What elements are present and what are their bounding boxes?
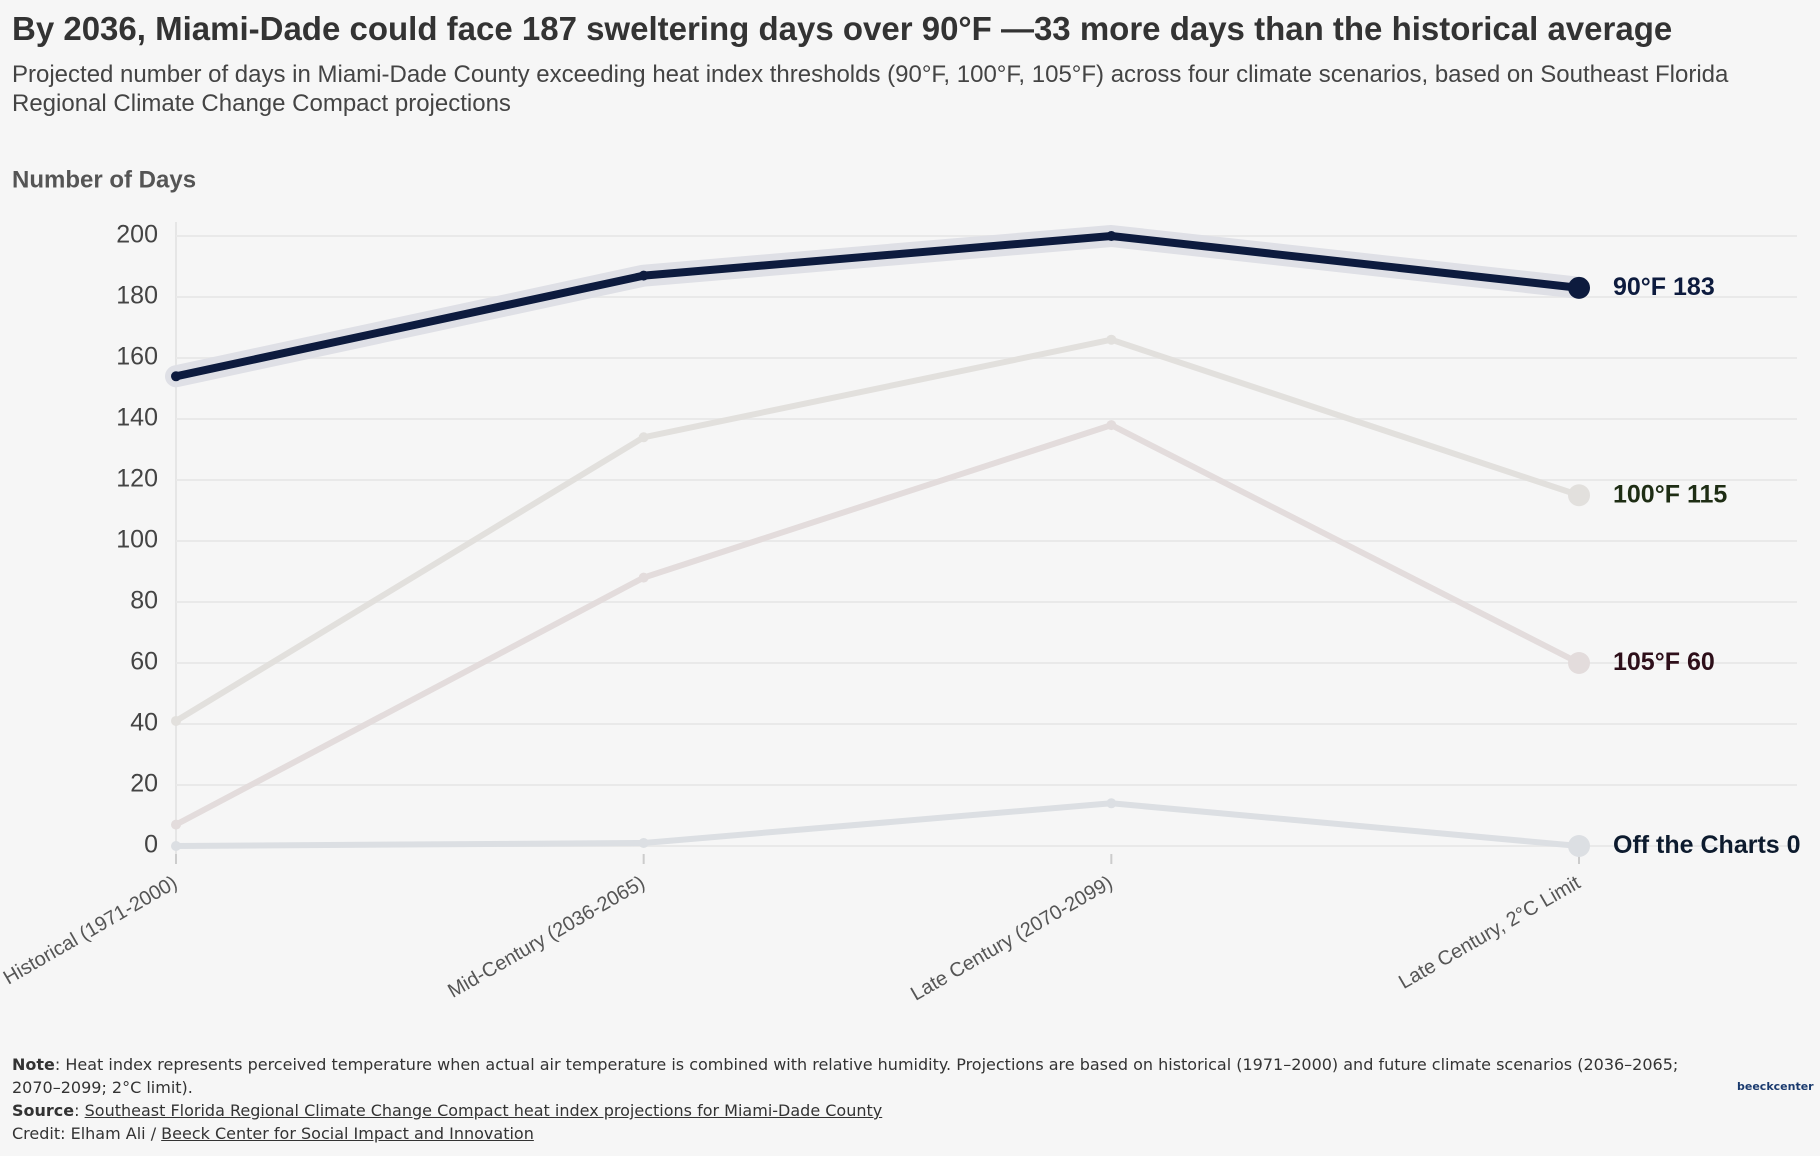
y-tick-label: 40 xyxy=(130,709,158,737)
end-value: 183 xyxy=(1673,272,1715,300)
y-tick-label: 160 xyxy=(116,343,158,371)
point xyxy=(1106,420,1117,431)
end-value: 0 xyxy=(1787,831,1801,859)
credit-link[interactable]: Beeck Center for Social Impact and Innov… xyxy=(161,1124,534,1143)
point xyxy=(1106,334,1117,345)
end-point xyxy=(1568,276,1590,299)
note-text: : Heat index represents perceived temper… xyxy=(12,1055,1679,1097)
end-value: 115 xyxy=(1687,480,1727,508)
note-label: Note xyxy=(12,1055,55,1074)
point xyxy=(1106,798,1117,809)
y-tick-label: 60 xyxy=(130,648,158,676)
x-tick-label: Mid-Century (2036-2065) xyxy=(444,872,649,1003)
source-link[interactable]: Southeast Florida Regional Climate Chang… xyxy=(84,1101,883,1120)
end-point xyxy=(1568,835,1590,857)
source-label: Source xyxy=(12,1101,75,1120)
chart: Number of Days 0 20 40 60 80 100 120 140 160 180 2… xyxy=(0,166,1801,1006)
y-tick-label: 20 xyxy=(130,770,158,798)
series-name: 105°F xyxy=(1613,648,1680,676)
x-tick-label: Late Century, 2°C Limit xyxy=(1395,872,1584,994)
x-tick-label: Late Century (2070-2099) xyxy=(907,872,1116,1006)
point xyxy=(171,819,181,830)
y-tick-label: 140 xyxy=(116,404,158,432)
y-axis-label: Number of Days xyxy=(12,166,196,193)
series-line xyxy=(175,232,1580,381)
point xyxy=(1106,231,1117,241)
series-line xyxy=(174,336,1580,724)
end-label: Off the Charts 0 xyxy=(1613,831,1801,859)
point xyxy=(638,837,649,848)
end-label: 100°F 115 xyxy=(1613,480,1727,508)
series-line xyxy=(174,422,1581,828)
point xyxy=(171,715,181,726)
chart-subtitle: Projected number of days in Miami-Dade C… xyxy=(12,61,1729,117)
credit-prefix: Credit: Elham Ali / xyxy=(12,1124,162,1143)
y-tick-label: 100 xyxy=(116,526,158,554)
y-tick-label: 0 xyxy=(144,831,158,859)
point xyxy=(638,432,649,443)
end-point xyxy=(1568,652,1590,674)
series-name: Off the Charts xyxy=(1613,831,1780,859)
end-point xyxy=(1568,484,1590,507)
series-name: 100°F xyxy=(1613,480,1680,508)
point xyxy=(638,270,649,281)
series-line xyxy=(175,800,1580,849)
y-tick-label: 180 xyxy=(116,282,158,310)
note: Note: Heat index represents perceived te… xyxy=(12,1053,1702,1099)
y-tick-label: 200 xyxy=(116,221,158,249)
end-value: 60 xyxy=(1687,648,1715,676)
x-tick-label: Historical (1971-2000) xyxy=(0,872,181,989)
credit: Credit: Elham Ali / Beeck Center for Soc… xyxy=(12,1122,1702,1145)
source-sep: : xyxy=(74,1101,85,1120)
end-label: 90°F 183 xyxy=(1613,272,1715,300)
y-tick-label: 120 xyxy=(116,465,158,493)
point xyxy=(171,371,181,382)
logo: beeckcenter xyxy=(1737,1080,1814,1093)
point xyxy=(171,841,181,851)
point xyxy=(638,572,649,583)
series-name: 90°F xyxy=(1613,272,1666,300)
source: Source: Southeast Florida Regional Clima… xyxy=(12,1099,1702,1122)
y-tick-label: 80 xyxy=(130,587,158,615)
end-label: 105°F 60 xyxy=(1613,648,1715,676)
chart-title: By 2036, Miami-Dade could face 187 swelt… xyxy=(12,10,1673,47)
footer: Note: Heat index represents perceived te… xyxy=(12,1053,1702,1145)
